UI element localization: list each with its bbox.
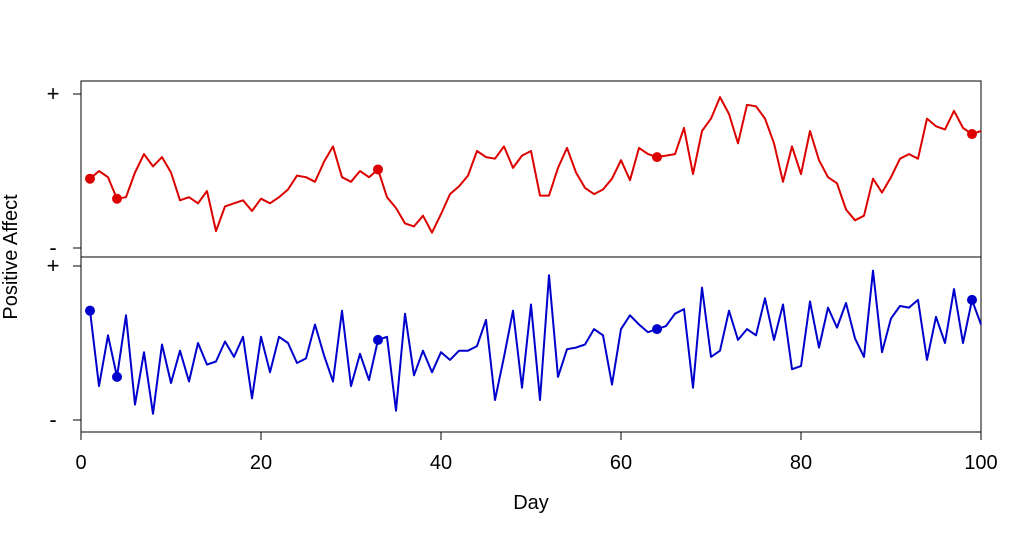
x-tick-label: 60 bbox=[610, 452, 632, 474]
highlight-point bbox=[373, 164, 383, 175]
highlight-point bbox=[967, 129, 977, 140]
y-tick-label: - bbox=[49, 407, 56, 432]
highlight-point bbox=[652, 324, 662, 335]
series-line bbox=[89, 269, 982, 415]
x-tick-label: 80 bbox=[790, 452, 812, 474]
highlight-point bbox=[85, 173, 95, 184]
y-axis-label: Positive Affect bbox=[0, 194, 22, 320]
highlight-point bbox=[85, 305, 95, 316]
highlight-point bbox=[967, 294, 977, 305]
x-axis-label: Day bbox=[513, 492, 549, 514]
highlight-point bbox=[652, 152, 662, 163]
x-tick-label: 100 bbox=[964, 452, 997, 474]
y-tick-label: + bbox=[47, 81, 60, 106]
x-tick-label: 40 bbox=[430, 452, 452, 474]
x-tick-label: 0 bbox=[75, 452, 86, 474]
highlight-point bbox=[373, 334, 383, 345]
highlight-point bbox=[112, 371, 122, 382]
y-tick-label: + bbox=[47, 253, 60, 278]
series-line bbox=[89, 96, 982, 234]
x-tick-label: 20 bbox=[250, 452, 272, 474]
panel-frame bbox=[80, 256, 982, 433]
bottom-panel: +- bbox=[47, 253, 982, 433]
highlight-point bbox=[112, 193, 122, 204]
y-tick-label: - bbox=[49, 235, 56, 260]
top-panel: +- bbox=[47, 80, 982, 260]
x-axis: 0 20 40 60 80 100 bbox=[75, 431, 998, 474]
